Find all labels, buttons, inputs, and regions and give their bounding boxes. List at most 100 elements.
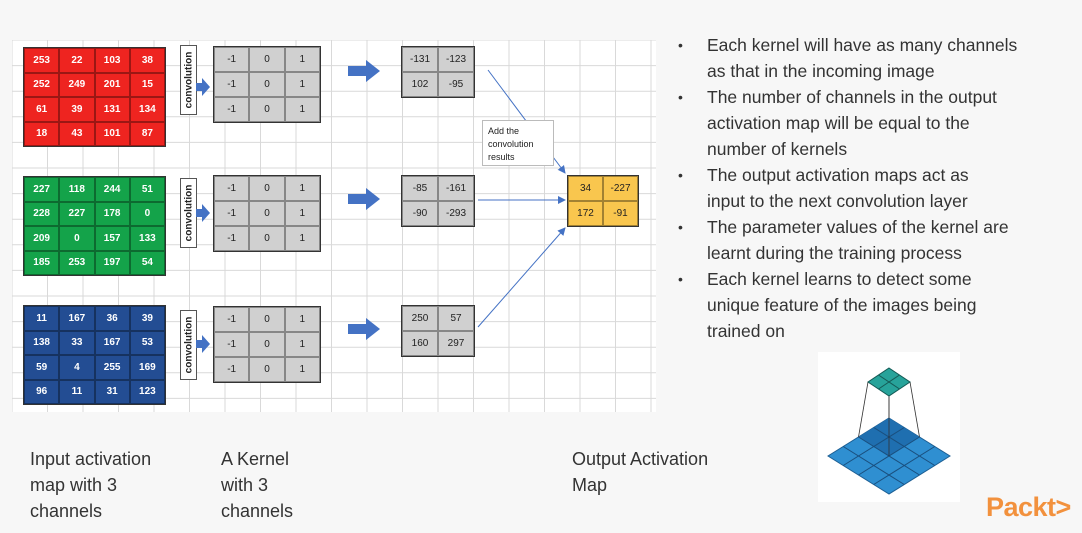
matrix-cell: 1 <box>284 307 320 332</box>
matrix-cell: 4 <box>59 355 95 380</box>
matrix-cell: 54 <box>129 250 165 275</box>
matrix-cell: 228 <box>24 201 60 226</box>
caption-kernel: A Kernel with 3 channels <box>221 446 293 524</box>
matrix-cell: 201 <box>94 72 130 97</box>
matrix-cell: 185 <box>24 250 60 275</box>
matrix-cell: -1 <box>214 332 250 357</box>
kernel-channel-3: -1 0 1 -1 0 1 -1 0 1 <box>213 306 321 383</box>
matrix-cell: 36 <box>94 306 130 331</box>
input-channel-red: 253 22 103 38 252 249 201 15 61 39 131 134 18 43 101 87 <box>23 47 166 147</box>
matrix-cell: 101 <box>94 121 130 146</box>
matrix-cell: 209 <box>24 226 60 251</box>
matrix-cell: 244 <box>94 177 130 202</box>
matrix-cell: 167 <box>59 306 95 331</box>
matrix-cell: 252 <box>24 72 60 97</box>
bullet-line: input to the next convolution layer <box>707 191 968 211</box>
bullet-line: learnt during the training process <box>707 243 962 263</box>
bullet-item: • The output activation maps act as inpu… <box>672 162 1072 214</box>
matrix-cell: -161 <box>438 176 474 201</box>
convolution-text: convolution <box>183 184 194 242</box>
matrix-cell: 39 <box>59 97 95 122</box>
matrix-cell: -1 <box>214 72 250 97</box>
bullet-item: • Each kernel will have as many channels… <box>672 32 1072 84</box>
matrix-cell: 34 <box>568 176 603 201</box>
matrix-cell: 134 <box>129 97 165 122</box>
matrix-cell: 61 <box>24 97 60 122</box>
matrix-cell: 0 <box>249 357 285 382</box>
bullet-item: • The number of channels in the output a… <box>672 84 1072 162</box>
matrix-cell: 0 <box>59 226 95 251</box>
bullet-dot-icon: • <box>678 219 683 235</box>
matrix-cell: 255 <box>94 355 130 380</box>
matrix-cell: 178 <box>94 201 130 226</box>
bullet-item: • The parameter values of the kernel are… <box>672 214 1072 266</box>
bullet-line: activation map will be equal to the <box>707 113 970 133</box>
matrix-cell: 160 <box>402 331 438 356</box>
right-arrow-icon <box>196 78 210 96</box>
matrix-cell: 1 <box>284 97 320 122</box>
matrix-cell: 15 <box>129 72 165 97</box>
matrix-cell: -90 <box>402 201 438 226</box>
bullet-line: as that in the incoming image <box>707 61 935 81</box>
matrix-cell: 0 <box>249 307 285 332</box>
right-arrow-icon <box>196 335 210 353</box>
matrix-cell: -91 <box>603 201 638 226</box>
matrix-cell: 133 <box>129 226 165 251</box>
matrix-cell: 167 <box>94 330 130 355</box>
matrix-cell: 250 <box>402 306 438 331</box>
matrix-cell: 31 <box>94 379 130 404</box>
matrix-cell: 1 <box>284 332 320 357</box>
matrix-cell: 118 <box>59 177 95 202</box>
matrix-cell: 11 <box>59 379 95 404</box>
bullet-dot-icon: • <box>678 167 683 183</box>
matrix-cell: 123 <box>129 379 165 404</box>
matrix-cell: 33 <box>59 330 95 355</box>
packt-logo: Packt> <box>986 492 1071 522</box>
matrix-cell: 169 <box>129 355 165 380</box>
matrix-cell: -1 <box>214 47 250 72</box>
bullet-line: unique feature of the images being <box>707 295 977 315</box>
matrix-cell: 227 <box>59 201 95 226</box>
matrix-cell: 1 <box>284 47 320 72</box>
sum-callout: Add the convolution results <box>482 120 554 166</box>
caption-line: map with 3 <box>30 475 118 495</box>
matrix-cell: 38 <box>129 48 165 73</box>
matrix-cell: 0 <box>249 47 285 72</box>
bullet-item: • Each kernel learns to detect some uniq… <box>672 266 1072 344</box>
matrix-cell: -227 <box>603 176 638 201</box>
bullet-dot-icon: • <box>678 89 683 105</box>
bullet-line: Each kernel will have as many channels <box>707 35 1018 55</box>
matrix-cell: 1 <box>284 226 320 251</box>
matrix-cell: -1 <box>214 226 250 251</box>
convolution-text: convolution <box>183 51 194 109</box>
matrix-cell: 1 <box>284 201 320 226</box>
channel-output-2: -85 -161 -90 -293 <box>401 175 475 227</box>
caption-line: channels <box>30 501 103 521</box>
bullet-line: trained on <box>707 321 785 341</box>
matrix-cell: 96 <box>24 379 60 404</box>
input-channel-green: 227 118 244 51 228 227 178 0 209 0 157 133 185 253 197… <box>23 176 166 276</box>
right-arrow-icon <box>348 318 380 340</box>
matrix-cell: 53 <box>129 330 165 355</box>
caption-line: Input activation <box>30 449 152 469</box>
matrix-cell: 51 <box>129 177 165 202</box>
matrix-cell: 0 <box>249 72 285 97</box>
matrix-cell: 1 <box>284 72 320 97</box>
matrix-cell: -85 <box>402 176 438 201</box>
matrix-cell: 18 <box>24 121 60 146</box>
callout-line: convolution <box>488 139 534 149</box>
caption-line: channels <box>221 501 294 521</box>
matrix-cell: 59 <box>24 355 60 380</box>
bullet-dot-icon: • <box>678 271 683 287</box>
bullet-dot-icon: • <box>678 37 683 53</box>
matrix-cell: 87 <box>129 121 165 146</box>
matrix-cell: 172 <box>568 201 603 226</box>
matrix-cell: 1 <box>284 176 320 201</box>
output-grid-shape <box>867 367 911 397</box>
matrix-cell: -1 <box>214 176 250 201</box>
input-channel-blue: 11 167 36 39 138 33 167 53 59 4 255 169 96 11 31 123 <box>23 305 166 405</box>
matrix-cell: 157 <box>94 226 130 251</box>
kernel-channel-1: -1 0 1 -1 0 1 -1 0 1 <box>213 46 321 123</box>
matrix-cell: -1 <box>214 357 250 382</box>
